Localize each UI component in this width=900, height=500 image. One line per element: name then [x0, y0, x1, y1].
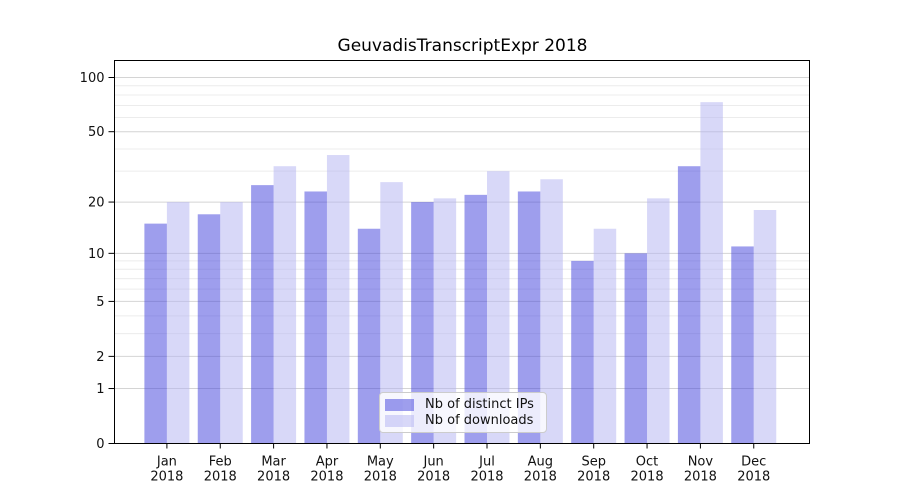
x-tick-label-year: 2018: [310, 470, 343, 485]
legend-swatch-downloads: [385, 414, 414, 427]
bar-dec-ips: [731, 246, 754, 443]
bar-apr-ips: [304, 191, 327, 443]
bar-sep-ips: [571, 260, 594, 443]
legend-swatch-distinct-ips: [385, 398, 414, 411]
chart-title: GeuvadisTranscriptExpr 2018: [337, 36, 588, 56]
legend-item-downloads: Nb of downloads: [385, 413, 540, 428]
chart-legend: Nb of distinct IPs Nb of downloads: [379, 392, 547, 433]
x-tick-label-month: Sep: [581, 455, 606, 470]
bar-may-downloads: [380, 182, 403, 443]
bar-jul-downloads: [487, 171, 510, 443]
x-tick-label-month: Jul: [478, 455, 495, 470]
y-tick-label: 20: [88, 196, 105, 211]
x-tick-label-year: 2018: [577, 470, 610, 485]
bar-apr-downloads: [326, 155, 350, 444]
bar-aug-downloads: [540, 179, 563, 443]
bars-downloads: [166, 102, 777, 444]
legend-label-distinct-ips: Nb of distinct IPs: [425, 397, 534, 412]
bar-may-ips: [357, 228, 381, 443]
bar-oct-downloads: [647, 198, 670, 443]
bar-nov-ips: [677, 166, 701, 443]
y-tick-label: 2: [96, 350, 104, 365]
legend-item-distinct-ips: Nb of distinct IPs: [385, 397, 540, 412]
y-tick-label: 50: [88, 125, 105, 140]
x-tick-label-year: 2018: [631, 470, 664, 485]
x-tick-label-year: 2018: [257, 470, 290, 485]
y-tick-label: 10: [88, 247, 105, 262]
bar-feb-downloads: [220, 202, 243, 443]
x-tick-label-month: Apr: [316, 455, 339, 470]
x-tick-label-month: Jun: [422, 455, 443, 470]
bars-distinct-ips: [144, 166, 754, 444]
x-tick-label-year: 2018: [150, 470, 183, 485]
x-tick-label-year: 2018: [364, 470, 397, 485]
bar-mar-ips: [251, 185, 274, 444]
x-tick-label-month: Feb: [209, 455, 232, 470]
x-tick-label-month: Dec: [741, 455, 766, 470]
x-tick-label-month: Mar: [261, 455, 286, 470]
x-tick-label-year: 2018: [524, 470, 557, 485]
bar-sep-downloads: [593, 228, 617, 443]
y-tick-label: 5: [96, 295, 104, 310]
bar-mar-downloads: [273, 166, 297, 443]
bar-jun-ips: [411, 202, 434, 443]
bar-jul-ips: [464, 194, 487, 443]
bar-feb-ips: [197, 214, 221, 443]
bar-aug-ips: [517, 191, 541, 443]
x-tick-label-month: Jan: [156, 455, 177, 470]
y-tick-label: 0: [96, 437, 104, 452]
x-tick-label-year: 2018: [417, 470, 450, 485]
bar-jan-downloads: [166, 202, 190, 443]
x-tick-label-year: 2018: [737, 470, 770, 485]
bar-oct-ips: [624, 253, 648, 443]
x-axis: Jan2018Feb2018Mar2018Apr2018May2018Jun20…: [150, 443, 770, 485]
y-tick-label: 100: [80, 71, 105, 86]
bar-dec-downloads: [753, 209, 777, 443]
bar-nov-downloads: [700, 102, 723, 444]
x-tick-label-year: 2018: [684, 470, 717, 485]
bar-jun-downloads: [433, 198, 457, 443]
x-tick-label-month: Aug: [528, 455, 553, 470]
x-tick-label-year: 2018: [204, 470, 237, 485]
y-tick-label: 1: [96, 382, 104, 397]
x-tick-label-month: Nov: [688, 455, 714, 470]
legend-label-downloads: Nb of downloads: [425, 413, 534, 428]
x-tick-label-month: May: [367, 455, 394, 470]
plot-border: [114, 60, 810, 444]
bar-jan-ips: [144, 223, 167, 443]
x-tick-label-year: 2018: [470, 470, 503, 485]
x-tick-label-month: Oct: [636, 455, 658, 470]
